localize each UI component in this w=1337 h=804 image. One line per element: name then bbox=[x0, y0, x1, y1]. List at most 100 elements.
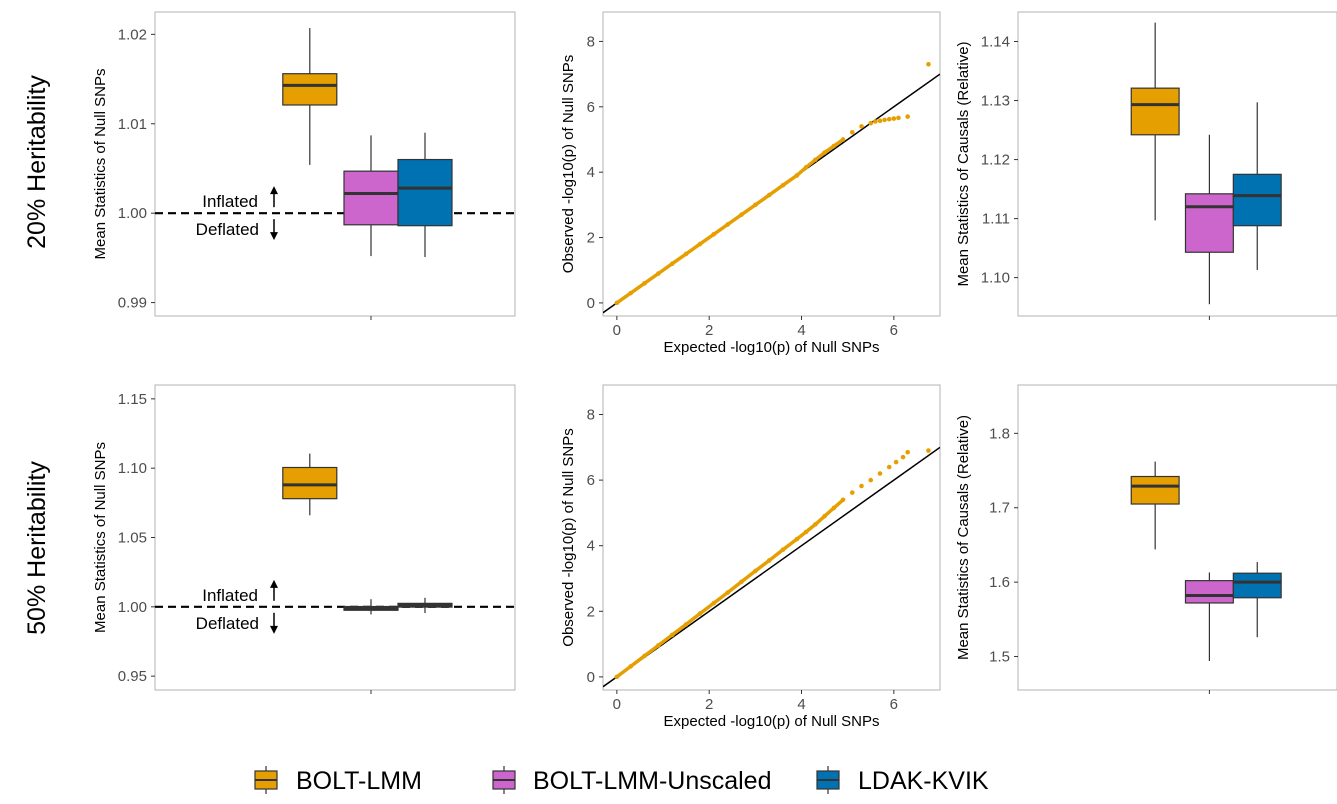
y-tick-label: 6 bbox=[587, 472, 595, 489]
qq-point-trail bbox=[615, 498, 845, 679]
qq-point bbox=[822, 513, 827, 519]
qq-point bbox=[794, 536, 800, 542]
qq-point bbox=[642, 653, 647, 659]
up-arrow-head-icon bbox=[270, 579, 278, 588]
qq-point bbox=[739, 212, 744, 217]
x-tick-label: 2 bbox=[705, 696, 713, 713]
up-arrow-head-icon bbox=[270, 186, 278, 195]
y-tick-label: 4 bbox=[587, 164, 595, 181]
box-bolt-lmm bbox=[1130, 461, 1180, 550]
panel-r0-c1: Observed -log10(p) of Null SNPs 0 2 4 6 8 0 2 4 6… bbox=[560, 11, 941, 356]
box-iqr bbox=[282, 466, 338, 500]
y-tick-label: 1.13 bbox=[981, 93, 1010, 110]
y-axis-label: Mean Statistics of Causals (Relative) bbox=[955, 415, 972, 660]
deflated-annotation: Deflated bbox=[196, 614, 259, 633]
box-bolt-lmm bbox=[1130, 22, 1180, 221]
qq-point bbox=[794, 173, 800, 178]
y-tick-label: 0.99 bbox=[118, 295, 147, 312]
box-bolt-lmm-unscaled bbox=[343, 135, 399, 257]
qq-point bbox=[683, 251, 689, 257]
box-iqr bbox=[1184, 580, 1234, 604]
qq-point bbox=[868, 477, 874, 483]
y-tick-label: 1.12 bbox=[981, 152, 1010, 169]
qq-point bbox=[739, 579, 744, 585]
qq-point bbox=[803, 529, 809, 535]
y-tick-label: 0 bbox=[587, 669, 595, 686]
y-tick-label: 1.05 bbox=[118, 530, 147, 547]
box-iqr bbox=[343, 170, 399, 226]
box-iqr bbox=[1232, 173, 1282, 227]
qq-point bbox=[753, 202, 758, 208]
y-tick-label: 1.11 bbox=[982, 211, 1010, 228]
down-arrow-head-icon bbox=[270, 625, 278, 634]
qq-point bbox=[822, 150, 827, 155]
legend: BOLT-LMM BOLT-LMM-Unscaled LDAK-KVIK bbox=[254, 766, 989, 795]
x-tick-label: 6 bbox=[890, 696, 898, 713]
legend-label: BOLT-LMM-Unscaled bbox=[533, 767, 772, 795]
inflated-annotation: Inflated bbox=[202, 586, 258, 605]
box-iqr bbox=[1130, 87, 1180, 136]
y-tick-label: 8 bbox=[587, 33, 595, 50]
qq-point bbox=[669, 632, 675, 638]
y-tick-label: 1.00 bbox=[118, 205, 147, 222]
inflated-annotation: Inflated bbox=[202, 192, 258, 211]
box-iqr bbox=[1130, 475, 1180, 505]
qq-point bbox=[614, 300, 620, 306]
qq-point bbox=[669, 261, 675, 266]
y-tick-label: 1.02 bbox=[118, 26, 147, 43]
qq-point bbox=[831, 505, 837, 511]
qq-point bbox=[642, 281, 647, 286]
y-tick-label: 1.15 bbox=[118, 391, 147, 408]
legend-key-bolt-lmm-unscaled bbox=[492, 766, 516, 794]
qq-point-trail bbox=[615, 137, 845, 305]
box-ldak-kvik bbox=[1232, 562, 1282, 638]
qq-point bbox=[868, 120, 874, 126]
legend-key-bolt-lmm bbox=[254, 766, 278, 794]
qq-point bbox=[900, 454, 906, 460]
y-tick-label: 1.6 bbox=[989, 574, 1010, 591]
legend-label: BOLT-LMM bbox=[296, 767, 422, 795]
y-tick-label: 1.10 bbox=[981, 270, 1010, 287]
x-tick-label: 4 bbox=[797, 322, 805, 339]
x-tick-label: 4 bbox=[797, 696, 805, 713]
qq-point bbox=[893, 459, 899, 465]
box-iqr bbox=[397, 158, 453, 227]
box-ldak-kvik bbox=[397, 597, 453, 614]
panel-border bbox=[1017, 384, 1337, 691]
y-tick-label: 1.10 bbox=[118, 460, 147, 477]
qq-point bbox=[905, 449, 910, 455]
deflated-annotation: Deflated bbox=[196, 220, 259, 239]
qq-point bbox=[813, 522, 818, 527]
box-ldak-kvik bbox=[397, 132, 453, 257]
box-bolt-lmm bbox=[282, 453, 338, 516]
qq-point bbox=[859, 483, 864, 489]
qq-point bbox=[725, 222, 730, 227]
y-tick-label: 1.01 bbox=[118, 116, 147, 133]
panel-r0-c2: Mean Statistics of Causals (Relative) 1.1… bbox=[955, 11, 1337, 320]
qq-point bbox=[683, 622, 689, 627]
legend-label: LDAK-KVIK bbox=[858, 767, 989, 795]
qq-point bbox=[926, 448, 931, 453]
x-tick-label: 0 bbox=[613, 696, 621, 713]
box-bolt-lmm-unscaled bbox=[1184, 572, 1234, 661]
qq-point bbox=[873, 119, 878, 124]
qq-point bbox=[628, 290, 633, 296]
y-axis-label: Observed -log10(p) of Null SNPs bbox=[560, 55, 577, 273]
y-tick-label: 0.95 bbox=[118, 668, 147, 685]
qq-point bbox=[886, 464, 892, 470]
qq-point bbox=[711, 600, 717, 606]
qq-point bbox=[628, 664, 633, 669]
qq-point bbox=[697, 241, 703, 247]
qq-point bbox=[877, 471, 883, 476]
legend-key-ldak-kvik bbox=[816, 766, 840, 794]
y-tick-label: 2 bbox=[587, 603, 595, 620]
row-labels: 20% Heritability 50% Heritability bbox=[23, 75, 51, 635]
y-tick-label: 1.14 bbox=[981, 34, 1010, 51]
qq-point bbox=[905, 114, 910, 119]
qq-point bbox=[656, 643, 661, 648]
panels: Mean Statistics of Null SNPs 0.99 1.00 1.01… bbox=[92, 11, 1337, 730]
qq-point bbox=[849, 490, 855, 495]
x-axis-label: Expected -log10(p) of Null SNPs bbox=[664, 713, 880, 730]
panel-r1-c2: Mean Statistics of Causals (Relative) 1.5… bbox=[955, 384, 1337, 694]
